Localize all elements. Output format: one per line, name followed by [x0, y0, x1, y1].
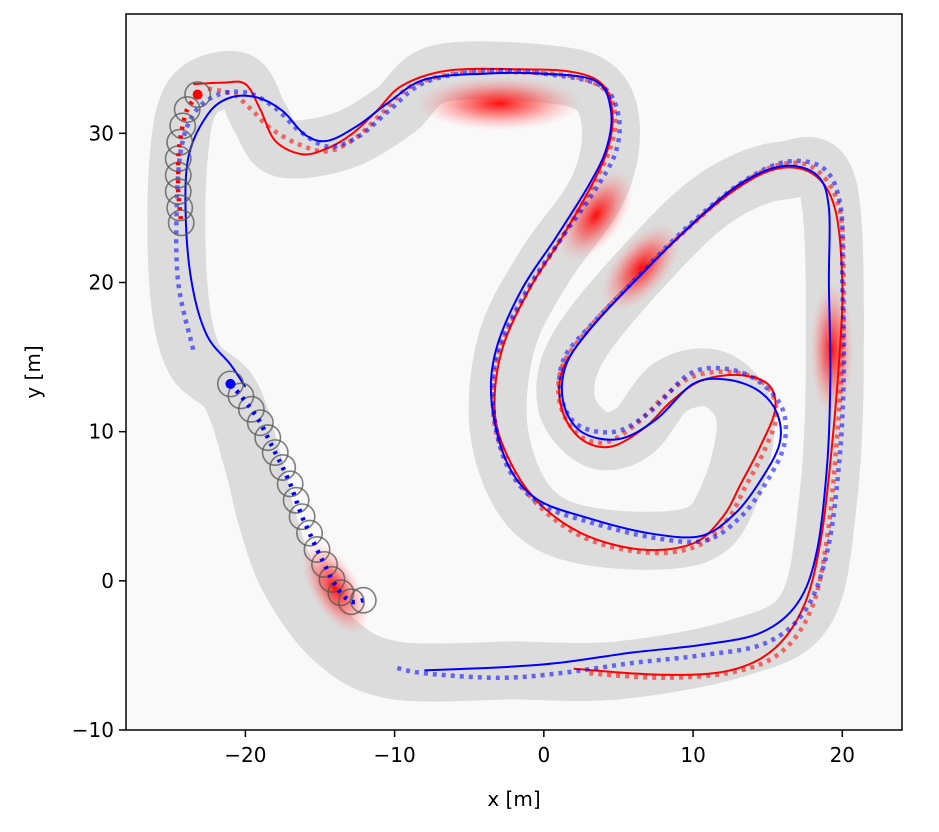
uncertainty-blob: [558, 169, 634, 261]
uncertainty-circle: [282, 486, 310, 514]
uncertainty-circle: [276, 470, 304, 498]
chain-start-point: [192, 89, 203, 100]
x-tick-label: 0: [537, 743, 550, 767]
uncertainty-circle: [173, 95, 201, 123]
y-tick-label: 10: [89, 420, 114, 444]
plot-area: [147, 41, 864, 702]
uncertainty-circle: [166, 194, 194, 222]
uncertainty-circle: [184, 81, 212, 109]
uncertainty-blob: [301, 541, 369, 636]
y-tick-label: 20: [89, 271, 114, 295]
blue-dotted-trajectory: [173, 67, 847, 681]
chain-dotted-path: [228, 382, 364, 605]
uncertainty-circle: [261, 439, 289, 467]
y-tick-label: 0: [101, 569, 114, 593]
uncertainty-circle: [164, 178, 192, 205]
x-tick-label: 10: [680, 743, 705, 767]
uncertainty-blob: [601, 224, 681, 312]
uncertainty-circle: [169, 112, 197, 140]
uncertainty-circle: [318, 565, 346, 593]
y-tick-label: −10: [72, 718, 114, 742]
trajectory-series: [173, 67, 847, 681]
x-tick-label: −10: [374, 743, 416, 767]
uncertainty-circle: [167, 209, 195, 237]
y-axis: −10 0 10 20 30: [72, 121, 126, 742]
circle-chains: [164, 81, 377, 616]
uncertainty-circle: [246, 409, 274, 437]
uncertainty-circle: [254, 424, 282, 452]
uncertainty-circle: [337, 588, 365, 616]
uncertainty-circle: [269, 453, 297, 481]
uncertainty-blob: [810, 282, 854, 417]
uncertainty-circle: [237, 395, 265, 423]
uncertainty-circle: [296, 519, 324, 547]
y-tick-label: 30: [89, 121, 114, 145]
blue-solid-trajectory: [184, 71, 832, 672]
uncertainty-circle: [303, 536, 331, 563]
uncertainty-circle: [288, 503, 316, 531]
chain-start-point: [225, 378, 236, 389]
uncertainty-circle: [227, 382, 255, 410]
x-tick-label: −20: [224, 743, 266, 767]
red-dotted-trajectory: [207, 69, 847, 681]
x-axis-label: x [m]: [487, 787, 540, 811]
plot-frame: [125, 13, 903, 731]
uncertainty-circle: [310, 550, 338, 578]
uncertainty-circle: [349, 586, 377, 614]
x-tick-label: 20: [830, 743, 855, 767]
track-band: [147, 41, 864, 702]
y-axis-label: y [m]: [21, 345, 45, 398]
x-axis: −20 −10 0 10 20: [224, 730, 855, 767]
uncertainty-blob: [417, 76, 582, 131]
